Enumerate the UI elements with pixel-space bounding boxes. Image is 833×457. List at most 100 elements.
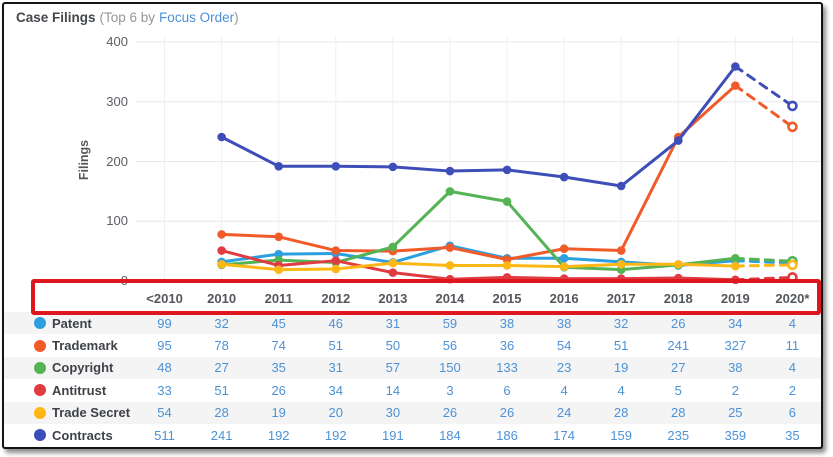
case-count-link[interactable]: 46 bbox=[328, 315, 343, 331]
case-count-link[interactable]: 4 bbox=[788, 360, 797, 376]
case-count-link[interactable]: 54 bbox=[556, 338, 572, 354]
case-count-link[interactable]: 57 bbox=[385, 360, 401, 376]
case-count-link[interactable]: 192 bbox=[267, 427, 290, 443]
case-count-link[interactable]: 159 bbox=[610, 427, 633, 443]
case-count-link[interactable]: 59 bbox=[442, 315, 458, 331]
case-count-link[interactable]: 192 bbox=[324, 427, 347, 443]
case-count-link[interactable]: 99 bbox=[157, 315, 172, 331]
case-count-link[interactable]: 133 bbox=[496, 360, 518, 376]
y-axis-ticks: 400 300 200 100 0 bbox=[4, 28, 128, 288]
report-window: Case Filings (Top 6 by Focus Order) Filing… bbox=[2, 2, 823, 449]
case-count-link[interactable]: 38 bbox=[556, 315, 572, 331]
case-count-link[interactable]: 51 bbox=[328, 338, 343, 354]
case-count-link[interactable]: 4 bbox=[560, 382, 568, 398]
line-chart: Filings 400 300 200 100 0 bbox=[4, 28, 821, 288]
case-count-link[interactable]: 24 bbox=[556, 405, 572, 421]
case-count-link[interactable]: 6 bbox=[503, 382, 511, 398]
case-count-link[interactable]: 25 bbox=[728, 405, 743, 421]
table-row: Contracts 511 241 192 192 191 184 186 174 159 235 3… bbox=[4, 424, 821, 446]
case-count-link[interactable]: 186 bbox=[496, 427, 518, 443]
legend-label: Patent bbox=[52, 315, 92, 331]
case-count-link[interactable]: 5 bbox=[674, 382, 682, 398]
data-table: <2010 2010 2011 2012 2013 2014 2015 2016 2017 201… bbox=[4, 284, 821, 446]
case-count-link[interactable]: 327 bbox=[724, 338, 747, 354]
case-count-link[interactable]: 28 bbox=[214, 405, 229, 421]
case-count-link[interactable]: 35 bbox=[271, 360, 286, 376]
case-count-link[interactable]: 26 bbox=[442, 405, 458, 421]
year-header: 2015 bbox=[492, 290, 522, 306]
case-count-link[interactable]: 38 bbox=[728, 360, 743, 376]
chart-subtitle-prefix: (Top 6 by bbox=[99, 10, 156, 25]
focus-order-link[interactable]: Focus Order bbox=[159, 10, 235, 25]
legend-dot-icon bbox=[34, 406, 46, 419]
case-count-link[interactable]: 19 bbox=[271, 405, 286, 421]
page-title: Case Filings (Top 6 by Focus Order) bbox=[16, 10, 239, 25]
case-count-link[interactable]: 6 bbox=[788, 405, 797, 421]
case-count-link[interactable]: 50 bbox=[385, 338, 401, 354]
case-count-link[interactable]: 2 bbox=[788, 382, 797, 398]
case-count-link[interactable]: 74 bbox=[271, 338, 286, 354]
case-count-link[interactable]: 4 bbox=[617, 382, 625, 398]
case-count-link[interactable]: 36 bbox=[499, 338, 515, 354]
case-count-link[interactable]: 95 bbox=[157, 338, 172, 354]
case-count-link[interactable]: 359 bbox=[724, 427, 747, 443]
case-count-link[interactable]: 31 bbox=[328, 360, 343, 376]
case-count-link[interactable]: 35 bbox=[785, 427, 800, 443]
case-count-link[interactable]: 241 bbox=[210, 427, 233, 443]
case-count-link[interactable]: 19 bbox=[613, 360, 629, 376]
case-count-link[interactable]: 32 bbox=[613, 315, 629, 331]
case-count-link[interactable]: 174 bbox=[553, 427, 575, 443]
case-count-link[interactable]: 34 bbox=[328, 382, 343, 398]
table-row: Copyright 48 27 35 31 57 150 133 23 19 27 38 4 bbox=[4, 356, 821, 380]
case-count-link[interactable]: 26 bbox=[671, 315, 686, 331]
table-row: Trademark 95 78 74 51 50 56 36 54 51 241 327 11 bbox=[4, 334, 821, 356]
year-header: 2017 bbox=[606, 290, 636, 306]
case-count-link[interactable]: 3 bbox=[446, 382, 454, 398]
table-row: Antitrust 33 51 26 34 14 3 6 4 4 5 2 2 bbox=[4, 379, 821, 401]
case-count-link[interactable]: 38 bbox=[499, 315, 515, 331]
case-count-link[interactable]: 48 bbox=[157, 360, 172, 376]
y-tick-label: 100 bbox=[106, 213, 128, 229]
legend-dot-icon bbox=[34, 339, 46, 352]
case-count-link[interactable]: 191 bbox=[382, 427, 404, 443]
case-count-link[interactable]: 26 bbox=[271, 382, 286, 398]
case-count-link[interactable]: 45 bbox=[271, 315, 286, 331]
legend-item-copyright: Copyright bbox=[4, 360, 136, 375]
case-count-link[interactable]: 33 bbox=[157, 382, 172, 398]
year-header: <2010 bbox=[146, 290, 183, 306]
legend-item-trademark: Trademark bbox=[4, 338, 136, 353]
case-count-link[interactable]: 2 bbox=[731, 382, 739, 398]
case-count-link[interactable]: 56 bbox=[442, 338, 458, 354]
case-count-link[interactable]: 27 bbox=[214, 360, 229, 376]
case-count-link[interactable]: 150 bbox=[439, 360, 461, 376]
y-tick-label: 200 bbox=[106, 153, 128, 169]
case-count-link[interactable]: 28 bbox=[671, 405, 686, 421]
year-header: 2010 bbox=[207, 290, 237, 306]
chart-plot bbox=[136, 36, 821, 284]
case-count-link[interactable]: 4 bbox=[788, 315, 797, 331]
case-count-link[interactable]: 235 bbox=[667, 427, 690, 443]
case-count-link[interactable]: 184 bbox=[439, 427, 461, 443]
case-count-link[interactable]: 26 bbox=[499, 405, 515, 421]
case-count-link[interactable]: 31 bbox=[385, 315, 401, 331]
y-tick-label: 300 bbox=[106, 93, 128, 109]
case-count-link[interactable]: 32 bbox=[214, 315, 229, 331]
case-count-link[interactable]: 51 bbox=[613, 338, 629, 354]
case-count-link[interactable]: 30 bbox=[385, 405, 401, 421]
case-count-link[interactable]: 23 bbox=[556, 360, 572, 376]
legend-item-trade-secret: Trade Secret bbox=[4, 405, 136, 420]
case-count-link[interactable]: 20 bbox=[328, 405, 343, 421]
legend-dot-icon bbox=[34, 384, 46, 397]
case-count-link[interactable]: 28 bbox=[613, 405, 629, 421]
case-count-link[interactable]: 241 bbox=[667, 338, 690, 354]
case-count-link[interactable]: 11 bbox=[785, 338, 800, 354]
case-count-link[interactable]: 51 bbox=[214, 382, 229, 398]
case-count-link[interactable]: 54 bbox=[157, 405, 172, 421]
year-header: 2019 bbox=[720, 290, 750, 306]
case-count-link[interactable]: 78 bbox=[214, 338, 229, 354]
case-count-link[interactable]: 14 bbox=[385, 382, 401, 398]
year-header: 2018 bbox=[663, 290, 693, 306]
case-count-link[interactable]: 34 bbox=[728, 315, 743, 331]
case-count-link[interactable]: 511 bbox=[154, 427, 175, 443]
case-count-link[interactable]: 27 bbox=[671, 360, 686, 376]
